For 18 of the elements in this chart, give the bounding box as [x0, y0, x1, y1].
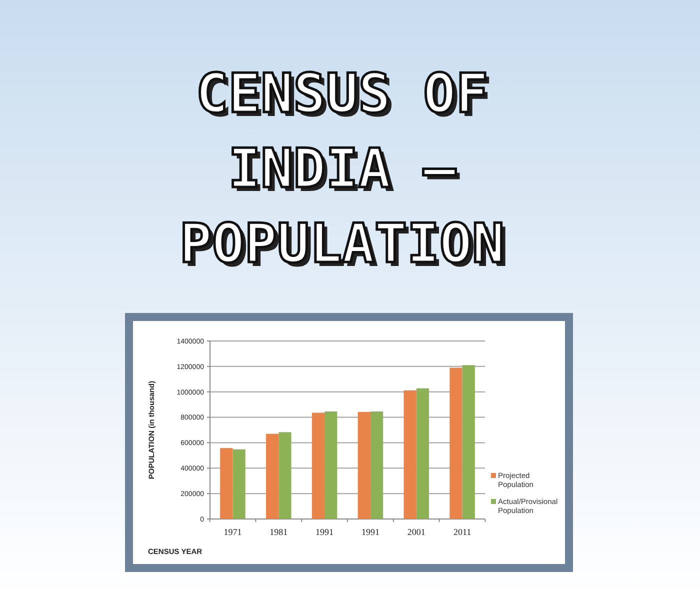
x-tick-label: 1991: [361, 527, 380, 537]
bar: [462, 365, 475, 519]
bar: [266, 434, 279, 519]
x-tick-label: 1971: [224, 527, 242, 537]
bar: [370, 411, 384, 519]
bar: [232, 449, 246, 519]
x-tick-label: 1981: [270, 527, 288, 537]
bar: [324, 411, 338, 519]
bar: [450, 368, 462, 519]
bar: [404, 390, 416, 519]
bar: [278, 432, 292, 519]
x-tick-label: 1991: [316, 527, 334, 537]
bar: [220, 448, 233, 519]
bar: [358, 412, 370, 519]
x-tick-label: 2001: [407, 527, 426, 537]
bar: [312, 412, 325, 519]
bar: [416, 388, 429, 519]
x-tick-label: 2011: [453, 527, 472, 537]
